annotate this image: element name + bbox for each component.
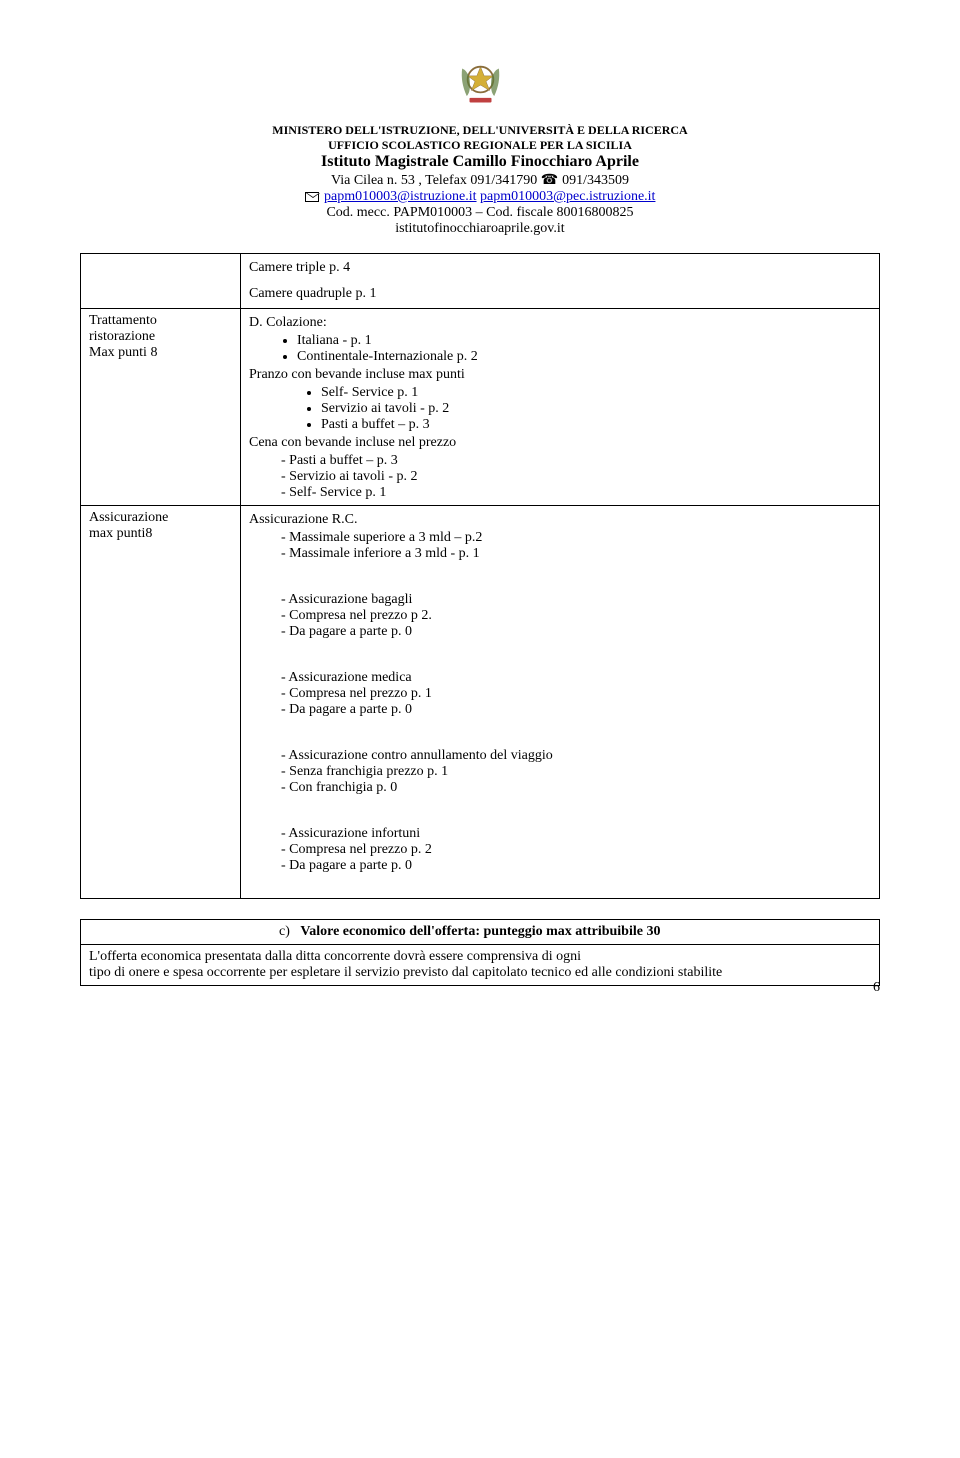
row1-right: Camere triple p. 4 Camere quadruple p. 1	[241, 254, 880, 309]
email-link-1[interactable]: papm010003@istruzione.it	[324, 189, 476, 204]
website-line: istitutofinocchiaroaprile.gov.it	[80, 221, 880, 237]
address-line: Via Cilea n. 53 , Telefax 091/341790 ☎ 0…	[80, 171, 880, 189]
codes-line: Cod. mecc. PAPM010003 – Cod. fiscale 800…	[80, 205, 880, 221]
econ-body-cell: L'offerta economica presentata dalla dit…	[81, 945, 880, 986]
document-header: MINISTERO DELL'ISTRUZIONE, DELL'UNIVERSI…	[80, 123, 880, 237]
row1-left	[81, 254, 241, 309]
italian-emblem	[80, 50, 880, 115]
phone-icon: ☎	[541, 171, 562, 187]
envelope-icon	[305, 192, 319, 202]
office-line: UFFICIO SCOLASTICO REGIONALE PER LA SICI…	[80, 138, 880, 153]
institute-line: Istituto Magistrale Camillo Finocchiaro …	[80, 153, 880, 171]
ministry-line: MINISTERO DELL'ISTRUZIONE, DELL'UNIVERSI…	[80, 123, 880, 138]
row3-right: Assicurazione R.C. Massimale superiore a…	[241, 506, 880, 899]
row3-left: Assicurazione max punti8	[81, 506, 241, 899]
econ-table: c) Valore economico dell'offerta: punteg…	[80, 919, 880, 986]
econ-header-cell: c) Valore economico dell'offerta: punteg…	[81, 920, 880, 945]
email-link-2[interactable]: papm010003@pec.istruzione.it	[480, 189, 655, 204]
email-line: papm010003@istruzione.it papm010003@pec.…	[80, 189, 880, 205]
row2-left: Trattamento ristorazione Max punti 8	[81, 309, 241, 506]
row2-right: D. Colazione: Italiana - p. 1 Continenta…	[241, 309, 880, 506]
main-table: Camere triple p. 4 Camere quadruple p. 1…	[80, 253, 880, 899]
page-number: 6	[873, 980, 880, 996]
